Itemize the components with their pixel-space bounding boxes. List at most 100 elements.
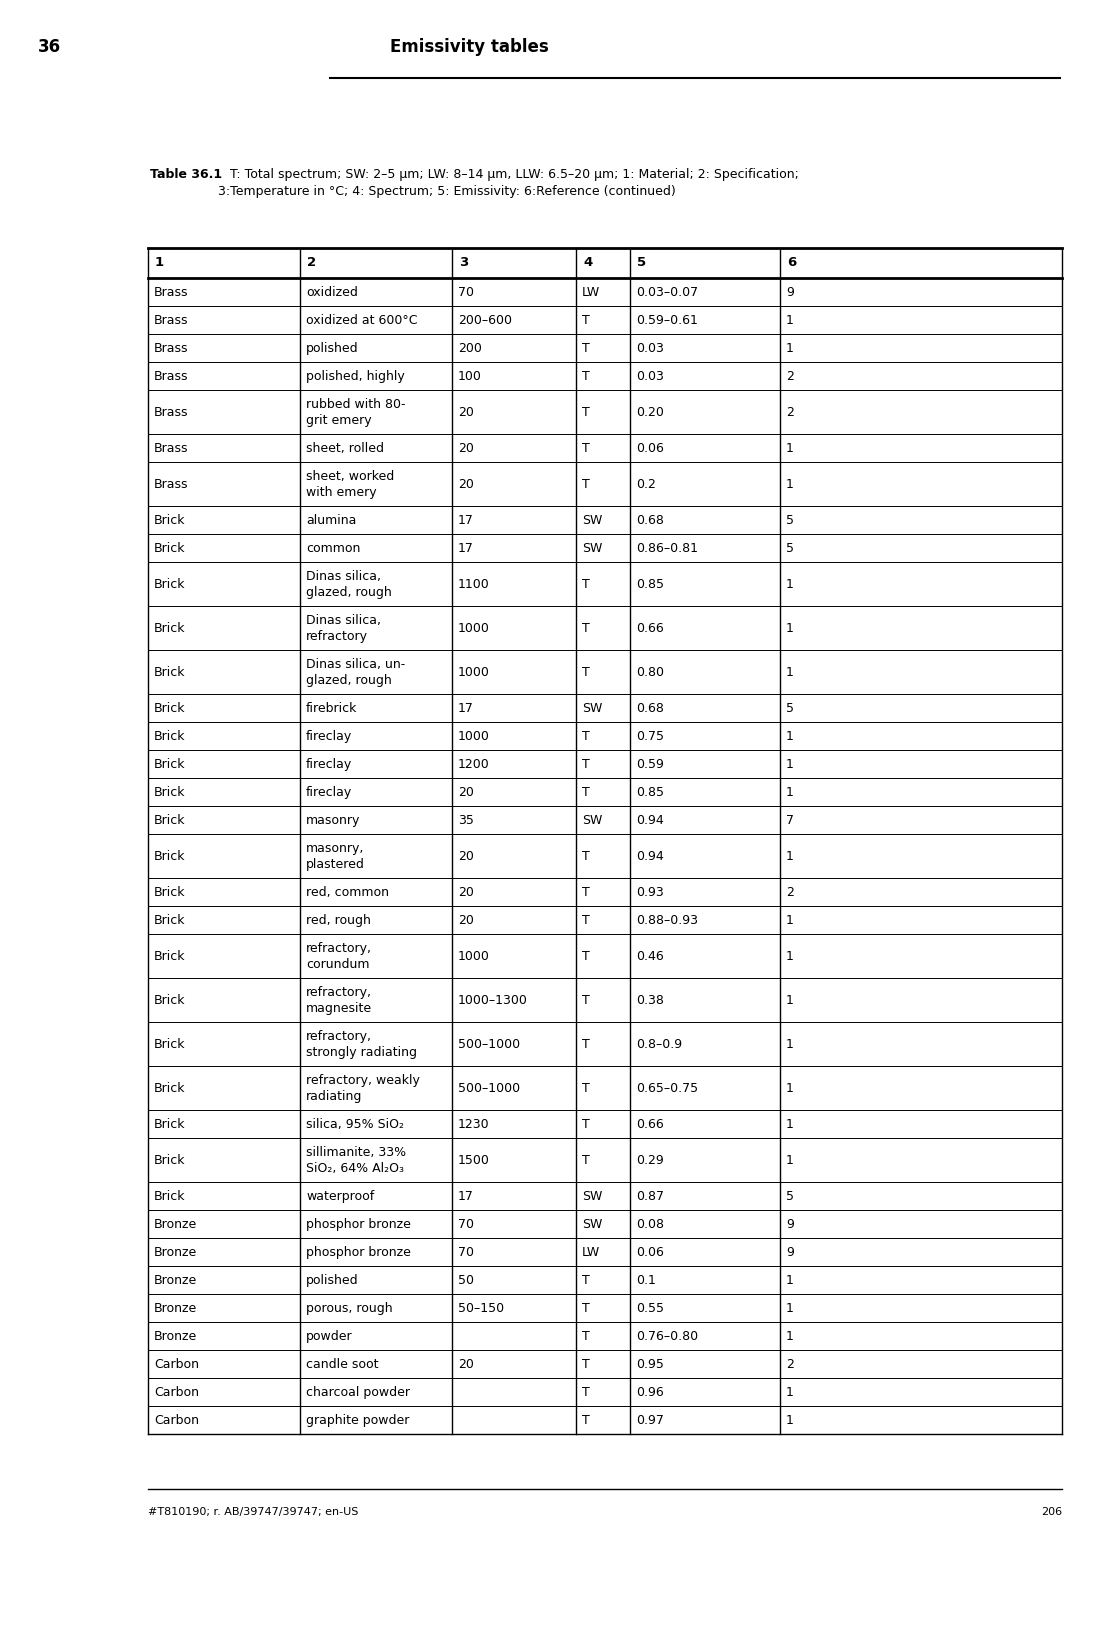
Text: 1: 1 (786, 1301, 794, 1315)
Text: 0.55: 0.55 (636, 1301, 664, 1315)
Text: 0.86–0.81: 0.86–0.81 (636, 541, 698, 554)
Text: Bronze: Bronze (155, 1329, 197, 1342)
Text: charcoal powder: charcoal powder (306, 1385, 410, 1398)
Text: fireclay: fireclay (306, 785, 352, 798)
Text: 7: 7 (786, 814, 794, 827)
Text: 0.20: 0.20 (636, 405, 664, 419)
Text: Brick: Brick (155, 577, 185, 590)
Text: 2: 2 (307, 255, 316, 268)
Text: masonry: masonry (306, 814, 361, 827)
Text: 0.68: 0.68 (636, 513, 664, 526)
Text: Brass: Brass (155, 286, 189, 299)
Text: 1: 1 (786, 1274, 794, 1287)
Text: 0.2: 0.2 (636, 477, 655, 490)
Text: 1: 1 (786, 1329, 794, 1342)
Text: Bronze: Bronze (155, 1274, 197, 1287)
Text: Brick: Brick (155, 1038, 185, 1051)
Text: Brick: Brick (155, 886, 185, 899)
Text: 6: 6 (787, 255, 797, 268)
Text: 1: 1 (786, 342, 794, 355)
Text: T: T (582, 1117, 590, 1130)
Text: 0.29: 0.29 (636, 1154, 664, 1166)
Text: T: Total spectrum; SW: 2–5 µm; LW: 8–14 µm, LLW: 6.5–20 µm; 1: Material; 2: Spec: T: Total spectrum; SW: 2–5 µm; LW: 8–14 … (218, 168, 799, 198)
Text: Dinas silica,
glazed, rough: Dinas silica, glazed, rough (306, 569, 391, 598)
Text: powder: powder (306, 1329, 353, 1342)
Text: refractory, weakly
radiating: refractory, weakly radiating (306, 1074, 420, 1102)
Text: 0.87: 0.87 (636, 1190, 664, 1202)
Text: T: T (582, 477, 590, 490)
Text: 0.03: 0.03 (636, 370, 664, 383)
Text: SW: SW (582, 513, 603, 526)
Text: 0.66: 0.66 (636, 621, 664, 634)
Text: 1: 1 (786, 757, 794, 770)
Text: T: T (582, 914, 590, 927)
Text: fireclay: fireclay (306, 729, 352, 742)
Text: 36: 36 (38, 38, 61, 56)
Text: 0.46: 0.46 (636, 950, 664, 963)
Text: common: common (306, 541, 361, 554)
Text: T: T (582, 1154, 590, 1166)
Text: 0.8–0.9: 0.8–0.9 (636, 1038, 682, 1051)
Text: 1200: 1200 (458, 757, 490, 770)
Text: Bronze: Bronze (155, 1218, 197, 1231)
Text: phosphor bronze: phosphor bronze (306, 1246, 411, 1259)
Text: T: T (582, 1357, 590, 1370)
Text: 0.88–0.93: 0.88–0.93 (636, 914, 698, 927)
Text: oxidized at 600°C: oxidized at 600°C (306, 314, 418, 327)
Text: T: T (582, 441, 590, 455)
Text: Brass: Brass (155, 370, 189, 383)
Text: polished, highly: polished, highly (306, 370, 404, 383)
Text: Brick: Brick (155, 1081, 185, 1094)
Text: 1100: 1100 (458, 577, 490, 590)
Text: 0.95: 0.95 (636, 1357, 664, 1370)
Text: T: T (582, 850, 590, 863)
Text: 1: 1 (786, 914, 794, 927)
Text: T: T (582, 757, 590, 770)
Text: T: T (582, 1274, 590, 1287)
Text: 1: 1 (786, 577, 794, 590)
Text: 1: 1 (786, 1385, 794, 1398)
Text: refractory,
magnesite: refractory, magnesite (306, 986, 373, 1014)
Text: masonry,
plastered: masonry, plastered (306, 842, 365, 870)
Text: firebrick: firebrick (306, 701, 357, 714)
Text: sillimanite, 33%
SiO₂, 64% Al₂O₃: sillimanite, 33% SiO₂, 64% Al₂O₃ (306, 1146, 407, 1174)
Text: alumina: alumina (306, 513, 356, 526)
Text: 20: 20 (458, 886, 473, 899)
Text: Brick: Brick (155, 1190, 185, 1202)
Text: 200–600: 200–600 (458, 314, 512, 327)
Text: 1: 1 (786, 665, 794, 679)
Text: 1: 1 (786, 314, 794, 327)
Text: Brick: Brick (155, 994, 185, 1007)
Text: oxidized: oxidized (306, 286, 358, 299)
Text: 1: 1 (786, 850, 794, 863)
Text: 0.38: 0.38 (636, 994, 664, 1007)
Text: 20: 20 (458, 1357, 473, 1370)
Text: 5: 5 (786, 541, 794, 554)
Text: 1000: 1000 (458, 950, 490, 963)
Text: T: T (582, 405, 590, 419)
Text: 1: 1 (786, 441, 794, 455)
Text: 9: 9 (786, 1246, 794, 1259)
Text: 1230: 1230 (458, 1117, 490, 1130)
Text: 70: 70 (458, 286, 473, 299)
Text: 1: 1 (786, 785, 794, 798)
Text: T: T (582, 1081, 590, 1094)
Text: 0.96: 0.96 (636, 1385, 664, 1398)
Text: 2: 2 (786, 1357, 794, 1370)
Text: 50: 50 (458, 1274, 473, 1287)
Text: 17: 17 (458, 513, 473, 526)
Text: 0.76–0.80: 0.76–0.80 (636, 1329, 698, 1342)
Text: 0.03: 0.03 (636, 342, 664, 355)
Text: red, common: red, common (306, 886, 389, 899)
Text: 0.94: 0.94 (636, 850, 664, 863)
Text: waterproof: waterproof (306, 1190, 374, 1202)
Text: 0.66: 0.66 (636, 1117, 664, 1130)
Text: Brass: Brass (155, 477, 189, 490)
Text: Brass: Brass (155, 405, 189, 419)
Text: Carbon: Carbon (155, 1357, 199, 1370)
Text: rubbed with 80-
grit emery: rubbed with 80- grit emery (306, 397, 406, 427)
Text: 500–1000: 500–1000 (458, 1081, 521, 1094)
Text: 1: 1 (786, 950, 794, 963)
Text: 1000: 1000 (458, 665, 490, 679)
Text: phosphor bronze: phosphor bronze (306, 1218, 411, 1231)
